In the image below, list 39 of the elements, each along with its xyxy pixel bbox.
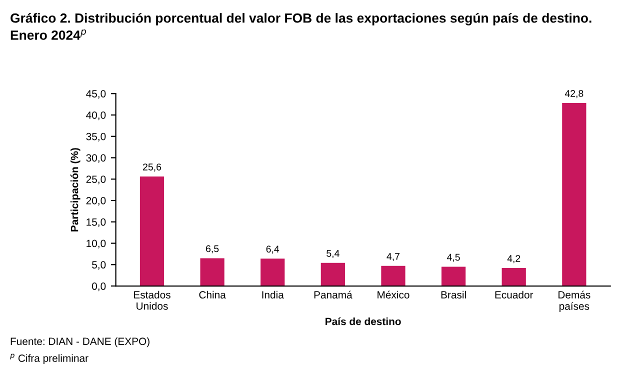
x-tick-label: Brasil — [441, 290, 466, 299]
source-note: Fuente: DIAN - DANE (EXPO) — [10, 337, 150, 348]
bar — [381, 266, 406, 286]
x-tick-label: Panamá — [314, 290, 352, 299]
x-tick-label: Demás países — [558, 290, 590, 312]
data-label: 4,5 — [447, 254, 460, 262]
bar — [502, 268, 526, 286]
y-tick-label: 25,0 — [86, 176, 106, 184]
bar — [320, 262, 345, 286]
data-label: 25,6 — [143, 164, 162, 172]
x-tick-label: India — [262, 290, 284, 299]
data-label: 6,5 — [206, 245, 219, 254]
data-label: 4,7 — [386, 253, 400, 261]
y-tick-label: 10,0 — [86, 240, 106, 248]
x-axis-title: País de destino — [326, 317, 401, 326]
y-tick-label: 45,0 — [86, 90, 106, 99]
y-axis-title: Participación (%) — [70, 148, 80, 232]
y-tick-label: 20,0 — [86, 197, 106, 206]
y-tick-label: 0,0 — [92, 282, 106, 292]
y-tick-label: 40,0 — [86, 111, 106, 120]
y-tick-label: 5,0 — [92, 261, 106, 270]
bar — [200, 258, 224, 286]
y-tick-label: 35,0 — [86, 132, 106, 142]
chart-title: Gráfico 2. Distribución porcentual del valor FOB de las exportaciones según país de destino. Enero 2024$^{p}$ — [10, 12, 592, 40]
x-tick-label: China — [199, 290, 226, 299]
x-tick-label: Ecuador — [495, 290, 534, 299]
data-label: 6,4 — [266, 246, 280, 254]
x-tick-label: México — [378, 290, 410, 299]
bar — [140, 176, 164, 286]
bar — [562, 103, 586, 286]
data-label: 42,8 — [564, 90, 584, 98]
data-label: 5,4 — [326, 250, 340, 258]
x-tick-label: Estados Unidos — [134, 290, 170, 310]
data-label: 4,2 — [507, 255, 520, 264]
bar — [260, 258, 285, 286]
bar — [441, 266, 466, 286]
y-tick-label: 30,0 — [86, 154, 106, 163]
y-tick-label: 15,0 — [86, 218, 106, 227]
text: $^{p}$ Cifra preliminar — [10, 354, 88, 364]
